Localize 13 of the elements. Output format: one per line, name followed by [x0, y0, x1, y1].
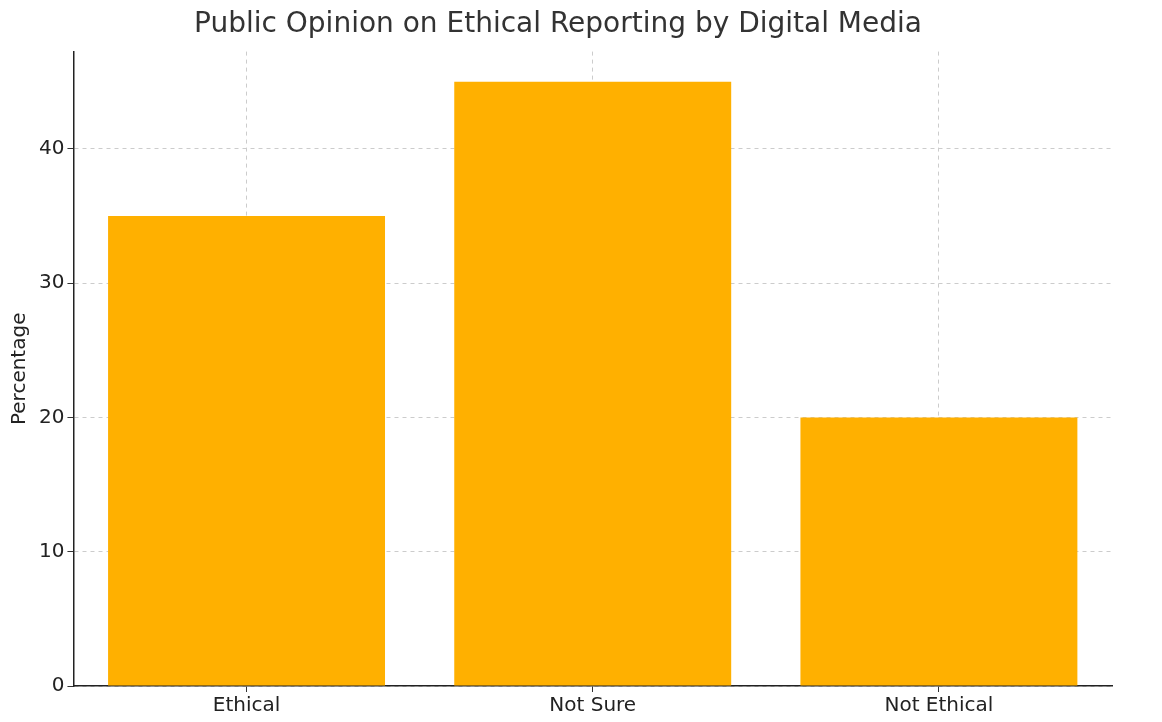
y-tick-label: 20 — [39, 403, 65, 428]
x-tick-label: Not Ethical — [884, 692, 994, 717]
chart-title: Public Opinion on Ethical Reporting by Digital Media — [194, 6, 922, 40]
x-tick-label: Not Sure — [549, 692, 637, 717]
y-axis-title: Percentage — [6, 312, 31, 426]
y-tick-label: 10 — [39, 537, 65, 562]
bar — [454, 81, 732, 686]
x-tick-label: Ethical — [212, 692, 281, 717]
y-tick-label: 0 — [51, 672, 65, 697]
y-tick-label: 40 — [39, 135, 65, 160]
y-tick-label: 30 — [39, 269, 65, 294]
bar — [800, 417, 1078, 686]
bar — [108, 216, 386, 686]
